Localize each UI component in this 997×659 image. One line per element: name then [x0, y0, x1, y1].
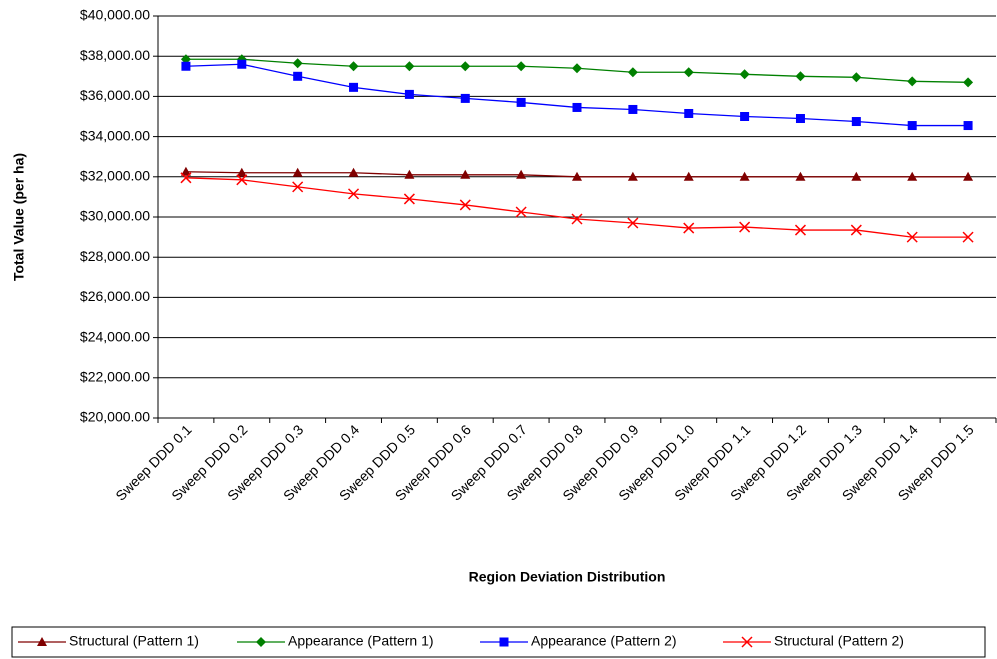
marker — [571, 213, 583, 225]
legend-label: Appearance (Pattern 1) — [288, 633, 434, 649]
y-tick-label: $32,000.00 — [80, 168, 150, 184]
legend-label: Structural (Pattern 1) — [69, 633, 199, 649]
legend-box — [11, 626, 986, 658]
marker — [739, 69, 750, 80]
marker — [180, 166, 191, 176]
marker — [684, 108, 694, 118]
marker — [572, 102, 582, 112]
marker — [683, 67, 694, 78]
marker — [795, 114, 805, 124]
marker — [236, 167, 247, 177]
marker — [628, 104, 638, 114]
marker — [404, 169, 415, 179]
marker — [516, 61, 527, 72]
marker — [795, 171, 806, 181]
legend-label: Appearance (Pattern 2) — [531, 633, 677, 649]
marker — [293, 71, 303, 81]
marker — [237, 59, 247, 69]
y-tick-label: $38,000.00 — [80, 47, 150, 63]
marker — [739, 171, 750, 181]
marker — [256, 637, 266, 647]
marker — [404, 61, 415, 72]
y-tick-label: $24,000.00 — [80, 328, 150, 344]
series-line — [185, 63, 969, 127]
marker — [906, 231, 918, 243]
marker — [516, 169, 527, 179]
marker — [499, 637, 509, 647]
legend-label: Structural (Pattern 2) — [774, 633, 904, 649]
marker — [572, 171, 582, 181]
marker — [795, 71, 806, 82]
marker — [740, 112, 750, 121]
marker — [348, 61, 359, 72]
marker — [181, 61, 191, 71]
marker — [962, 231, 974, 243]
marker — [963, 121, 973, 131]
marker — [37, 637, 47, 646]
x-axis-title: Region Deviation Distribution — [469, 569, 666, 585]
y-tick-label: $28,000.00 — [80, 248, 150, 264]
marker — [348, 167, 359, 177]
marker — [404, 89, 414, 99]
marker — [292, 181, 304, 193]
series-line — [185, 177, 969, 238]
marker — [460, 61, 471, 72]
marker — [851, 117, 861, 127]
marker — [348, 188, 360, 200]
y-axis-title: Total Value (per ha) — [11, 153, 27, 281]
y-tick-label: $22,000.00 — [80, 369, 150, 385]
marker — [180, 172, 192, 184]
marker — [851, 171, 862, 181]
marker — [236, 174, 248, 186]
marker — [292, 167, 303, 177]
marker — [627, 67, 638, 78]
marker — [516, 97, 526, 107]
marker — [627, 217, 639, 229]
marker — [851, 72, 862, 83]
marker — [794, 224, 806, 236]
marker — [963, 171, 974, 181]
marker — [403, 193, 415, 205]
y-tick-label: $36,000.00 — [80, 87, 150, 103]
marker — [459, 199, 471, 211]
marker — [683, 222, 695, 234]
y-tick-label: $26,000.00 — [80, 288, 150, 304]
marker — [963, 77, 974, 88]
marker — [349, 82, 359, 92]
marker — [180, 54, 191, 65]
marker — [739, 221, 751, 233]
marker — [741, 636, 753, 648]
marker — [907, 76, 918, 87]
marker — [515, 206, 527, 218]
marker — [572, 63, 582, 74]
marker — [460, 169, 471, 179]
y-tick-label: $34,000.00 — [80, 127, 150, 143]
y-tick-label: $30,000.00 — [80, 208, 150, 224]
marker — [627, 171, 638, 181]
marker — [292, 58, 303, 69]
marker — [850, 224, 862, 236]
marker — [460, 93, 470, 103]
y-tick-label: $20,000.00 — [80, 409, 150, 425]
y-tick-label: $40,000.00 — [80, 7, 150, 23]
marker — [907, 171, 918, 181]
marker — [683, 171, 694, 181]
marker — [907, 121, 917, 131]
